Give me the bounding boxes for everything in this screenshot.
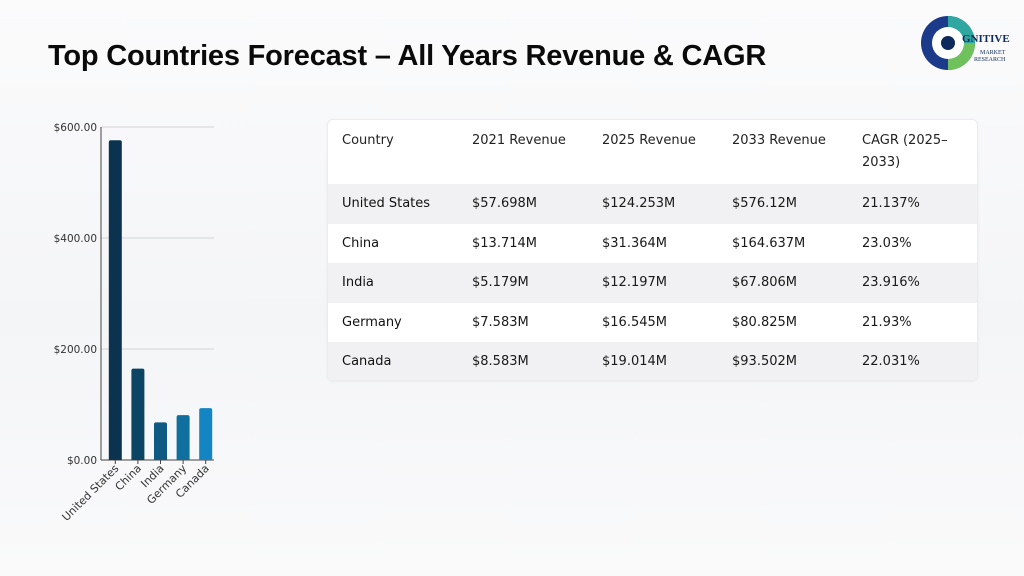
y-tick-label: $0.00 [67,455,97,467]
table-row: Germany $7.583M $16.545M $80.825M 21.93% [328,303,977,343]
cell-country: Canada [342,354,392,370]
logo-text-sub1: MARKET [980,50,1006,56]
logo-core [941,36,955,50]
cell-country: India [342,275,374,291]
table-row: United States $57.698M $124.253M $576.12… [328,184,977,224]
x-tick-label: United States [60,462,122,524]
cell-2033-revenue: $164.637M [732,235,806,251]
cell-cagr: 23.03% [862,235,912,251]
cell-2025-revenue: $16.545M [602,314,667,330]
cell-cagr: 23.916% [862,275,920,291]
y-tick-label: $200.00 [54,344,97,356]
table-row: India $5.179M $12.197M $67.806M 23.916% [328,263,977,303]
header-2025-revenue: 2025 Revenue [602,133,696,148]
cell-2021-revenue: $7.583M [472,314,529,330]
header-2033-revenue: 2033 Revenue [732,133,826,148]
cell-2021-revenue: $5.179M [472,275,529,291]
cell-2025-revenue: $19.014M [602,354,667,370]
page-title: Top Countries Forecast – All Years Reven… [48,40,767,72]
cell-2025-revenue: $31.364M [602,235,667,251]
cell-2033-revenue: $576.12M [732,196,797,212]
cell-country: China [342,235,380,251]
cell-country: Germany [342,314,402,330]
cell-country: United States [342,196,431,212]
logo-text-main: GNITIVE [962,33,1010,45]
bar [176,415,190,460]
revenue-bar-chart: $0.00 $200.00 $400.00 $600.00 United StatesC… [54,122,214,524]
bar [199,408,213,460]
cell-2021-revenue: $8.583M [472,354,529,370]
cell-2033-revenue: $93.502M [732,354,797,370]
table-header-row: Country 2021 Revenue 2025 Revenue 2033 R… [328,120,977,184]
header-country: Country [342,133,394,148]
revenue-table: Country 2021 Revenue 2025 Revenue 2033 R… [328,120,977,380]
cell-2025-revenue: $124.253M [602,196,676,212]
table-row: China $13.714M $31.364M $164.637M 23.03% [328,224,977,264]
header-cagr: CAGR (2025–2033) [862,133,948,170]
header-2021-revenue: 2021 Revenue [472,133,566,148]
y-tick-label: $400.00 [54,233,97,245]
cell-2021-revenue: $13.714M [472,235,537,251]
cell-cagr: 21.137% [862,196,920,212]
cell-2033-revenue: $80.825M [732,314,797,330]
cell-2021-revenue: $57.698M [472,196,537,212]
cell-cagr: 21.93% [862,314,912,330]
bar [108,140,122,460]
cognitive-market-research-logo: GNITIVE MARKET RESEARCH [921,16,1010,70]
table-row: Canada $8.583M $19.014M $93.502M 22.031% [328,342,977,380]
cell-cagr: 22.031% [862,354,920,370]
bar [154,422,167,460]
cell-2033-revenue: $67.806M [732,275,797,291]
x-tick-label: China [113,462,144,493]
y-tick-label: $600.00 [54,122,97,134]
logo-text-sub2: RESEARCH [974,57,1006,63]
cell-2025-revenue: $12.197M [602,275,667,291]
bar [131,368,145,460]
revenue-table-card: Country 2021 Revenue 2025 Revenue 2033 R… [327,119,978,381]
